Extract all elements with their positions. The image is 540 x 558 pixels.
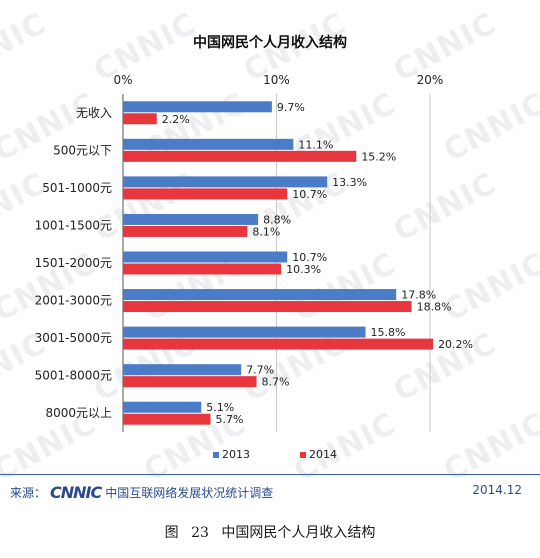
- category-label: 无收入: [76, 106, 112, 120]
- bar-2014: [123, 413, 211, 425]
- bar-2014: [123, 376, 257, 388]
- x-tick-label: 0%: [113, 73, 132, 87]
- bar-2013: [123, 138, 294, 150]
- data-label: 20.2%: [438, 338, 473, 351]
- figure-caption: 图 23 中国网民个人月收入结构: [0, 522, 540, 542]
- source-organization: 中国互联网络发展状况统计调查: [105, 486, 274, 500]
- data-label: 15.8%: [371, 326, 406, 339]
- data-label: 9.7%: [277, 101, 305, 114]
- data-label: 10.7%: [292, 188, 327, 201]
- bar-chart: 中国网民个人月收入结构 0% 10% 20% 无收入 9.7% 2.2% 500元以下 11.1…: [35, 34, 473, 461]
- bar-2013: [123, 401, 202, 413]
- bar-2014: [123, 301, 412, 313]
- source-label: 来源：: [10, 486, 47, 500]
- data-label: 2.2%: [162, 113, 190, 126]
- bar-2013: [123, 101, 272, 113]
- x-tick-label: 10%: [263, 73, 290, 87]
- category-label: 5001-8000元: [35, 369, 112, 383]
- chart-title: 中国网民个人月收入结构: [193, 34, 347, 51]
- bar-2013: [123, 289, 397, 301]
- bar-2014: [123, 263, 282, 275]
- category-label: 1501-2000元: [35, 256, 112, 270]
- category-label: 8000元以上: [45, 406, 112, 420]
- figure-title: 中国网民个人月收入结构: [221, 525, 376, 541]
- data-label: 13.3%: [332, 176, 367, 189]
- data-label: 8.8%: [263, 213, 291, 226]
- bar-2014: [123, 338, 434, 350]
- bar-2014: [123, 225, 248, 237]
- bar-2013: [123, 326, 366, 338]
- bar-2014: [123, 150, 357, 162]
- data-label: 15.2%: [361, 150, 396, 163]
- data-label: 10.7%: [292, 251, 327, 264]
- figure-label: 图: [164, 525, 179, 541]
- bar-2013: [123, 364, 242, 376]
- data-label: 7.7%: [246, 364, 274, 377]
- data-label: 8.7%: [262, 376, 290, 389]
- legend-swatch-2014: [300, 452, 306, 458]
- data-label: 5.7%: [215, 413, 243, 426]
- bar-2014: [123, 188, 288, 200]
- footer-rule: [0, 474, 540, 475]
- data-label: 5.1%: [206, 401, 234, 414]
- category-label: 501-1000元: [42, 181, 112, 195]
- legend-label: 2014: [309, 448, 337, 461]
- bar-2014: [123, 113, 157, 125]
- data-label: 17.8%: [401, 289, 436, 302]
- bar-2013: [123, 176, 328, 188]
- category-label: 3001-5000元: [35, 331, 112, 345]
- cnnic-logo: CNNIC: [50, 483, 102, 502]
- legend-swatch-2013: [213, 452, 219, 458]
- data-label: 8.1%: [252, 225, 280, 238]
- data-label: 11.1%: [298, 138, 333, 151]
- data-label: 10.3%: [286, 263, 321, 276]
- report-date: 2014.12: [472, 483, 522, 497]
- x-tick-label: 20%: [417, 73, 444, 87]
- bar-2013: [123, 251, 288, 263]
- data-label: 18.8%: [417, 301, 452, 314]
- figure-number: 23: [191, 525, 209, 541]
- category-label: 1001-1500元: [35, 218, 112, 232]
- legend-label: 2013: [222, 448, 250, 461]
- category-label: 2001-3000元: [35, 294, 112, 308]
- source-line: 来源： CNNIC 中国互联网络发展状况统计调查: [10, 483, 273, 502]
- bar-2013: [123, 213, 259, 225]
- category-label: 500元以下: [53, 143, 112, 157]
